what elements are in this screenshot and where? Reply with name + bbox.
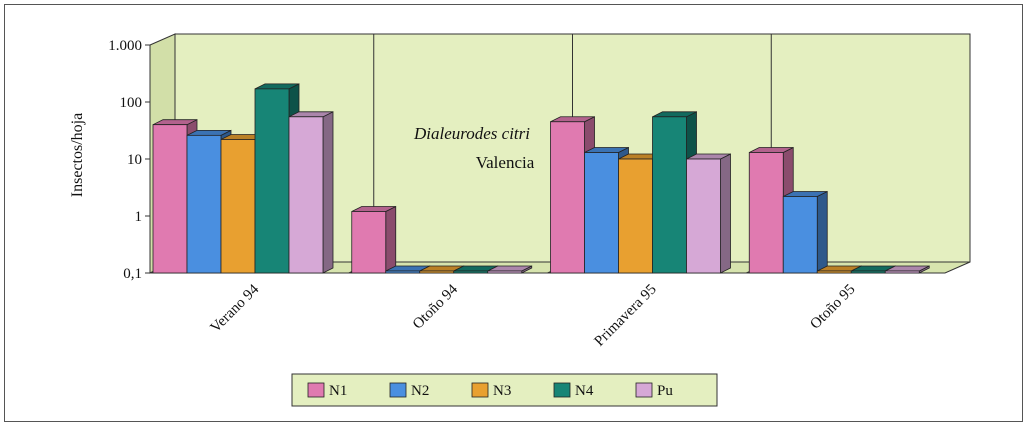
- x-tick-label: Verano 94: [208, 281, 263, 336]
- y-tick-label: 1.000: [108, 38, 142, 54]
- legend-swatch-n2: [389, 382, 407, 398]
- y-axis: 1.000 100 10 1 0,1: [108, 38, 151, 282]
- x-tick-label: Primavera 95: [592, 282, 660, 350]
- bar-pu-1: [487, 265, 533, 274]
- bar-pu-2: [686, 153, 731, 274]
- y-axis-label: Insectos/hoja: [69, 113, 86, 197]
- x-axis-ticks: Verano 94 Otoño 94 Primavera 95 Otoño 95: [208, 281, 859, 350]
- y-tick-label: 0,1: [123, 266, 142, 282]
- y-tick-label: 1: [135, 209, 143, 225]
- legend-label-n2: N2: [411, 383, 429, 399]
- annotation-location: Valencia: [476, 153, 535, 172]
- legend-label-n1: N1: [329, 383, 347, 399]
- legend-label-n4: N4: [575, 383, 594, 399]
- bar-n1-1: [351, 205, 397, 274]
- chart-frame: [4, 4, 1023, 422]
- legend: N1 N2 N3 N4 Pu: [291, 373, 718, 407]
- legend-swatch-pu: [635, 382, 653, 398]
- legend-swatch-n1: [307, 382, 325, 398]
- legend-label-pu: Pu: [657, 383, 673, 399]
- bar-n2-3: [782, 190, 828, 274]
- legend-label-n3: N3: [493, 383, 511, 399]
- legend-swatch-n3: [471, 382, 489, 398]
- y-tick-label: 10: [127, 152, 142, 168]
- bar-pu-0: [288, 111, 334, 274]
- bar-pu-3: [884, 265, 930, 274]
- x-tick-label: Otoño 95: [807, 282, 858, 333]
- annotation-species: Dialeurodes citri: [413, 124, 530, 143]
- bars: [152, 83, 930, 274]
- bar-n3-2: [618, 153, 663, 274]
- y-tick-label: 100: [120, 95, 143, 111]
- legend-swatch-n4: [553, 382, 571, 398]
- x-tick-label: Otoño 94: [410, 281, 461, 332]
